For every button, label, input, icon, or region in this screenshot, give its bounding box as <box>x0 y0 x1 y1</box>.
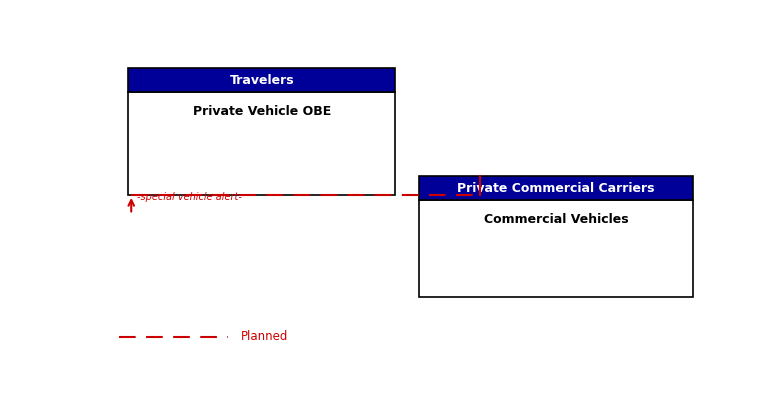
Text: Private Vehicle OBE: Private Vehicle OBE <box>193 105 331 118</box>
Text: Commercial Vehicles: Commercial Vehicles <box>484 213 628 226</box>
Text: Planned: Planned <box>240 330 288 343</box>
Bar <box>128 92 395 195</box>
Text: Private Commercial Carriers: Private Commercial Carriers <box>457 182 655 195</box>
Bar <box>420 200 693 297</box>
Text: -special vehicle alert-: -special vehicle alert- <box>137 192 242 202</box>
Text: Travelers: Travelers <box>229 74 294 87</box>
Bar <box>128 68 395 92</box>
Bar <box>420 176 693 200</box>
